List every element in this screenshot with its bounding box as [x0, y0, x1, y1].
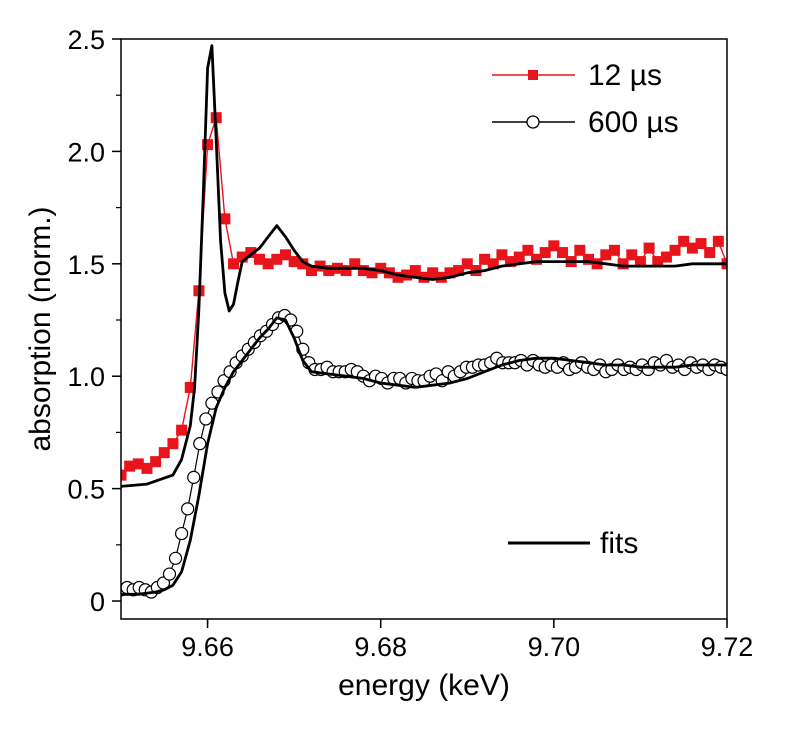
legend: 12 µs 600 µs fits: [492, 59, 679, 560]
data-point-12us: [236, 251, 248, 263]
data-point-12us: [176, 424, 188, 436]
data-point-12us: [505, 256, 517, 268]
legend-label-12us: 12 µs: [588, 59, 662, 92]
x-tick-label: 9.70: [528, 632, 581, 662]
y-tick-label: 2.0: [67, 137, 105, 167]
data-point-12us: [245, 247, 257, 259]
data-point-12us: [340, 265, 352, 277]
y-tick-label: 0: [90, 587, 105, 617]
y-axis-title: absorption (norm.): [24, 206, 57, 451]
data-point-12us: [323, 265, 335, 277]
data-point-12us: [600, 249, 612, 261]
data-point-600us: [199, 412, 213, 426]
fit-line-3: [121, 316, 727, 596]
data-point-12us: [167, 438, 179, 450]
data-point-12us: [279, 249, 291, 261]
data-point-12us: [634, 256, 646, 268]
data-point-12us: [202, 139, 214, 151]
legend-label-fits: fits: [600, 527, 638, 560]
data-point-12us: [678, 235, 690, 247]
data-point-600us: [168, 551, 183, 565]
legend-marker-600us: [526, 115, 540, 129]
data-point-600us: [187, 470, 201, 484]
data-point-12us: [409, 265, 421, 277]
data-point-12us: [297, 258, 309, 270]
data-point-12us: [228, 258, 240, 270]
data-point-12us: [150, 456, 162, 468]
data-point-12us: [121, 469, 127, 481]
data-point-12us: [522, 244, 534, 256]
data-point-12us: [669, 244, 681, 256]
data-point-12us: [695, 238, 707, 250]
data-point-12us: [557, 247, 569, 259]
data-point-12us: [479, 253, 491, 265]
data-point-12us: [453, 265, 465, 277]
data-point-600us: [720, 362, 727, 377]
data-point-12us: [124, 460, 136, 472]
data-point-12us: [548, 240, 560, 252]
data-point-12us: [617, 258, 629, 270]
x-tick-label: 9.66: [181, 632, 234, 662]
data-point-12us: [496, 249, 508, 261]
data-point-12us: [288, 256, 300, 268]
data-point-12us: [461, 258, 473, 270]
legend-marker-12us: [528, 70, 538, 80]
legend-label-600us: 600 µs: [588, 106, 679, 139]
data-point-12us: [141, 462, 153, 474]
data-point-600us: [175, 526, 189, 541]
data-point-600us: [162, 567, 177, 581]
data-point-12us: [305, 265, 317, 277]
data-point-12us: [357, 265, 369, 277]
data-point-12us: [539, 247, 551, 259]
y-tick-label: 0.5: [67, 475, 105, 505]
y-tick-label: 1.5: [67, 250, 105, 280]
data-point-12us: [582, 253, 594, 265]
fit-line-2: [121, 44, 727, 488]
data-point-12us: [531, 253, 543, 265]
data-point-12us: [219, 213, 231, 225]
x-tick-label: 9.72: [701, 632, 754, 662]
data-point-12us: [660, 251, 672, 263]
plot-frame: [120, 38, 728, 620]
data-point-12us: [513, 251, 525, 263]
data-point-12us: [132, 458, 144, 470]
data-point-12us: [427, 267, 439, 279]
y-tick-label: 1.0: [67, 362, 105, 392]
axis-ticks: 9.66 9.68 9.70 9.72 0 0.5 1.0 1.5 2.0 2.5: [67, 25, 753, 662]
data-point-12us: [262, 258, 274, 270]
data-point-12us: [366, 267, 378, 279]
data-point-12us: [712, 235, 724, 247]
x-axis-title: energy (keV): [338, 669, 510, 702]
data-point-12us: [444, 267, 456, 279]
data-point-600us: [193, 437, 207, 451]
data-point-12us: [487, 258, 499, 270]
data-point-12us: [392, 271, 404, 283]
data-point-12us: [704, 247, 716, 259]
x-tick-label: 9.68: [354, 632, 407, 662]
data-point-12us: [184, 381, 196, 393]
data-point-600us: [181, 502, 195, 516]
data-point-12us: [626, 249, 638, 261]
data-point-12us: [254, 253, 266, 265]
data-point-12us: [652, 256, 664, 268]
data-point-12us: [349, 258, 361, 270]
data-point-12us: [158, 447, 170, 459]
data-point-12us: [608, 244, 620, 256]
data-point-12us: [643, 242, 655, 254]
y-tick-label: 2.5: [67, 25, 105, 55]
data-layer: [121, 44, 727, 599]
data-point-12us: [686, 242, 698, 254]
data-point-12us: [574, 244, 586, 256]
data-point-12us: [375, 262, 387, 274]
data-point-12us: [271, 253, 283, 265]
